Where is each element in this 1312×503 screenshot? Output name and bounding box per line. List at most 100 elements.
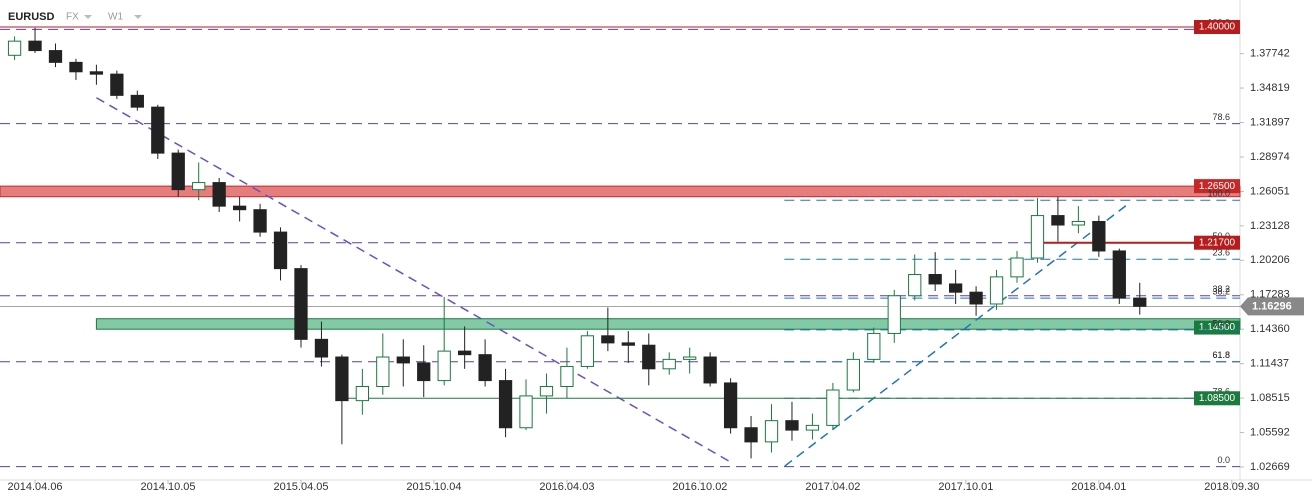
zone-label-box — [1194, 179, 1240, 194]
y-tick-label: 1.31897 — [1250, 116, 1290, 128]
fib-label: 61.8 — [1212, 350, 1230, 360]
candle-body — [498, 380, 513, 429]
candle-body — [212, 182, 226, 207]
candle-body — [89, 71, 104, 75]
candle-body — [253, 209, 267, 233]
candle-body — [601, 335, 615, 344]
symbol: EURUSD — [8, 11, 55, 23]
candle-body — [1051, 215, 1065, 226]
candle-body — [846, 358, 860, 391]
candle-body — [989, 276, 1004, 305]
trendline — [784, 202, 1130, 467]
x-tick-label: 2018.04.01 — [1071, 481, 1126, 493]
candle-body — [171, 152, 185, 191]
y-tick-label: 1.28974 — [1250, 151, 1290, 163]
candle-body — [1010, 257, 1024, 278]
fib-label: 100.0 — [1207, 189, 1230, 199]
candle-body — [478, 354, 492, 382]
candle-body — [867, 332, 881, 360]
candle-body — [130, 94, 144, 108]
candle-body — [539, 385, 554, 397]
market-dropdown[interactable] — [84, 15, 92, 19]
x-tick-label: 2014.04.06 — [8, 481, 63, 493]
current-price-box — [1240, 297, 1304, 316]
y-tick-label: 1.26051 — [1250, 185, 1290, 197]
fib-label: 38.2 — [1212, 286, 1230, 296]
y-tick-label: 1.11437 — [1250, 358, 1289, 370]
candle-body — [192, 182, 206, 191]
candle-body — [764, 420, 779, 443]
fib-label: 61.8 — [1212, 350, 1230, 360]
candle-body — [1133, 297, 1147, 307]
candle-body — [314, 338, 329, 358]
fib-label: 38.2 — [1212, 284, 1230, 294]
zone-label: 1.14500 — [1199, 322, 1236, 333]
candle-body — [48, 50, 63, 63]
candle-body — [785, 420, 799, 431]
y-tick-label: 1.14360 — [1250, 323, 1290, 335]
candle-body — [437, 350, 451, 382]
x-tick-label: 2015.10.04 — [406, 481, 461, 493]
candle-body — [1112, 250, 1126, 299]
y-tick-label: 1.08515 — [1250, 392, 1290, 404]
candle-body — [723, 382, 738, 429]
candle-body — [928, 274, 942, 285]
candle-body — [355, 385, 369, 402]
candle-body — [560, 365, 574, 387]
candle-body — [232, 205, 247, 211]
candle-body — [417, 362, 431, 382]
price-line-label: 1.21700 — [1199, 237, 1236, 248]
market[interactable]: FX — [66, 12, 79, 23]
candle-body — [621, 342, 635, 346]
trendline — [96, 97, 731, 463]
x-tick-label: 2015.04.05 — [273, 481, 328, 493]
x-tick-label: 2016.04.03 — [539, 481, 594, 493]
x-tick-label: 2017.10.01 — [938, 481, 993, 493]
candle-body — [7, 40, 22, 56]
y-tick-label: 1.05592 — [1250, 426, 1290, 438]
current-price-label: 1.16296 — [1252, 300, 1292, 312]
x-tick-label: 2018.09.30 — [1204, 481, 1259, 493]
candle-body — [580, 335, 595, 367]
candle-body — [376, 356, 390, 387]
timeframe-dropdown[interactable] — [134, 15, 142, 19]
candle-body — [662, 358, 676, 370]
candle-body — [396, 356, 410, 364]
candle-body — [1071, 220, 1086, 226]
y-tick-label: 1.34819 — [1250, 82, 1290, 94]
candle-body — [887, 295, 901, 334]
price-line-label-box — [1194, 235, 1240, 250]
price-line-label: 1.40000 — [1199, 22, 1236, 33]
candle-body — [294, 268, 308, 340]
fib-label: 23.6 — [1212, 248, 1230, 258]
fib-label: 50.0 — [1212, 318, 1230, 328]
x-tick-label: 2016.10.02 — [672, 481, 727, 493]
y-tick-label: 1.37742 — [1250, 48, 1290, 60]
candle-body — [28, 40, 42, 52]
candle-body — [908, 274, 922, 297]
zone-label-box — [1194, 320, 1240, 335]
fib-label: 0.0 — [1217, 455, 1230, 465]
plot: 1.026691.055921.085151.114371.143601.172… — [0, 18, 1304, 493]
candle-body — [744, 427, 758, 443]
zone — [95, 318, 1241, 330]
candle-body — [151, 106, 165, 154]
y-tick-label: 1.02669 — [1250, 461, 1290, 473]
price-line-label-box — [1194, 391, 1240, 406]
candle-body — [805, 424, 820, 431]
candle-body — [458, 350, 472, 356]
candle-body — [69, 61, 83, 73]
timeframe[interactable]: W1 — [108, 12, 123, 23]
x-tick-label: 2017.04.02 — [805, 481, 860, 493]
candle-body — [1030, 215, 1045, 259]
price-line-label: 1.08500 — [1199, 393, 1236, 404]
y-tick-label: 1.20206 — [1250, 254, 1290, 266]
candle-body — [969, 291, 983, 305]
candle-body — [273, 231, 288, 270]
candle-body — [826, 389, 840, 426]
candle-body — [110, 73, 124, 96]
candle-body — [948, 283, 963, 293]
candle-body — [642, 344, 656, 370]
fib-label: 78.6 — [1212, 112, 1230, 122]
